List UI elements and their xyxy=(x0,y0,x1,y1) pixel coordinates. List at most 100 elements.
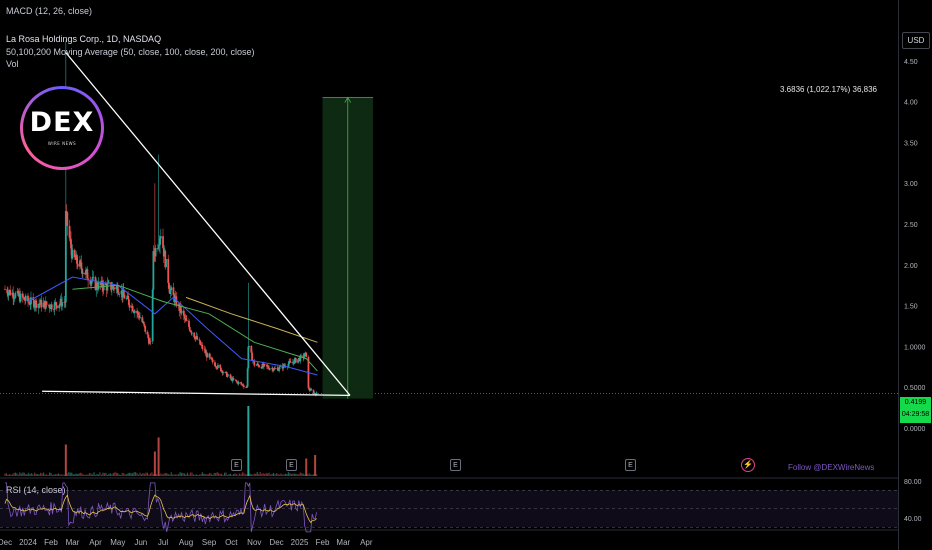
candle-body xyxy=(174,297,176,303)
volume-bar xyxy=(241,472,244,476)
price-tick-label: 4.00 xyxy=(904,100,918,107)
candle-body xyxy=(53,309,55,311)
volume-bar xyxy=(210,473,212,476)
volume-bar xyxy=(146,472,149,476)
candle-body xyxy=(191,332,193,334)
earnings-event-icon[interactable]: E xyxy=(625,459,636,471)
volume-bar xyxy=(47,474,49,476)
volume-spike xyxy=(305,458,308,476)
candle-body xyxy=(64,302,66,303)
time-tick-label: Nov xyxy=(247,538,261,547)
time-tick-label: Oct xyxy=(225,538,238,547)
earnings-event-icon[interactable]: E xyxy=(231,459,242,471)
volume-bar xyxy=(123,473,125,476)
volume-bar xyxy=(68,472,70,476)
volume-spike xyxy=(153,451,156,476)
candle-body xyxy=(47,304,50,306)
candle-body xyxy=(217,364,219,369)
volume-bar xyxy=(226,474,229,476)
ma-label[interactable]: 50,100,200 Moving Average (50, close, 10… xyxy=(6,47,255,57)
time-tick-label: May xyxy=(110,538,125,547)
candle-body xyxy=(210,357,213,360)
time-axis: Dec 2024 Feb Mar Apr May Jun Jul Aug Sep Oct Nov Dec… xyxy=(0,538,373,547)
candle-body xyxy=(42,302,45,308)
candle-body xyxy=(27,301,30,303)
candle-body xyxy=(48,305,51,308)
candle-body xyxy=(131,305,134,312)
candle-body xyxy=(180,310,183,314)
volume-bar xyxy=(16,473,18,476)
volume-bar xyxy=(201,472,203,476)
candle-body xyxy=(143,324,146,326)
volume-bar xyxy=(142,473,144,476)
candle-body xyxy=(69,237,72,240)
volume-bar xyxy=(14,472,16,476)
candle-body xyxy=(96,282,98,288)
candle-body xyxy=(33,305,36,308)
candle-body xyxy=(152,251,155,290)
candle-body xyxy=(19,293,22,302)
bar-countdown: 04:29:58 xyxy=(901,411,930,418)
candle-body xyxy=(84,270,87,275)
candle-body xyxy=(310,389,313,391)
trendlines xyxy=(42,52,351,397)
candle-body xyxy=(227,374,230,376)
volume-bar xyxy=(29,474,31,476)
candle-body xyxy=(267,366,270,369)
rsi-label[interactable]: RSI (14, close) xyxy=(6,485,66,495)
candle-body xyxy=(138,315,141,319)
candle-body xyxy=(235,380,238,382)
candle-body xyxy=(297,359,299,363)
volume-bar xyxy=(51,474,54,476)
candle-body xyxy=(73,249,76,258)
volume-bar xyxy=(66,473,68,476)
candle-body xyxy=(56,305,58,309)
currency-button[interactable]: USD xyxy=(902,32,930,49)
candle-body xyxy=(65,210,68,213)
rsi-tick-label: 40.00 xyxy=(904,516,922,523)
lightning-icon[interactable]: ⚡ xyxy=(741,458,755,472)
candle-body xyxy=(272,369,275,371)
candle-body xyxy=(82,272,84,274)
candle-body xyxy=(185,318,187,321)
volume-spike xyxy=(247,406,250,476)
volume-bar xyxy=(72,474,74,476)
earnings-event-icon[interactable]: E xyxy=(450,459,461,471)
volume-label[interactable]: Vol xyxy=(6,59,19,69)
candle-body xyxy=(237,382,240,384)
candle-body xyxy=(24,295,27,301)
volume-bar xyxy=(304,474,306,476)
dex-logo: DEX WIRE NEWS xyxy=(20,86,104,170)
symbol-label[interactable]: La Rosa Holdings Corp., 1D, NASDAQ xyxy=(6,34,162,44)
candle-body xyxy=(30,297,32,305)
volume-bar xyxy=(235,474,238,476)
candle-body xyxy=(188,326,191,331)
volume-bar xyxy=(244,474,246,476)
volume-bar xyxy=(234,473,236,476)
volume-bar xyxy=(41,473,43,476)
volume-bar xyxy=(149,473,152,476)
candle-body xyxy=(308,387,311,390)
candle-body xyxy=(226,375,229,377)
volume-bar xyxy=(219,473,221,476)
candle-body xyxy=(219,364,222,368)
volume-bar xyxy=(84,474,86,476)
volume-bar xyxy=(252,474,254,476)
price-axis[interactable] xyxy=(898,0,932,550)
volume-bar xyxy=(45,474,48,476)
candle-body xyxy=(201,344,204,349)
follow-link[interactable]: Follow @DEXWireNews xyxy=(788,463,875,472)
volume-bar xyxy=(307,474,309,476)
candle-body xyxy=(21,293,24,298)
candle-body xyxy=(136,310,138,314)
volume-bar xyxy=(132,473,134,476)
candle-body xyxy=(277,369,280,371)
candle-body xyxy=(182,310,185,316)
volume-bar xyxy=(292,473,294,476)
macd-label[interactable]: MACD (12, 26, close) xyxy=(6,6,93,16)
candle-body xyxy=(86,269,89,279)
earnings-event-icon[interactable]: E xyxy=(286,459,297,471)
volume-bar xyxy=(42,472,45,476)
volume-bar xyxy=(111,474,113,476)
